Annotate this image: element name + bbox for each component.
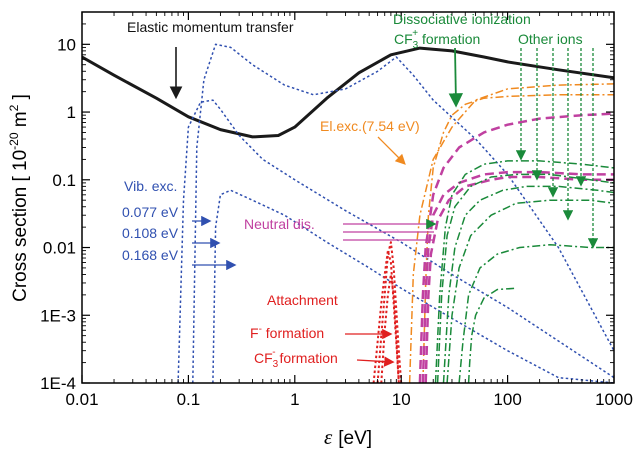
f-neg-label: F- formation [250, 324, 324, 341]
plot-frame [81, 11, 615, 384]
series-line-5 [408, 83, 614, 383]
y-tick-label: 10 [57, 35, 76, 54]
vib-3-label: 0.168 eV [122, 247, 179, 263]
y-tick-label: 1E-3 [40, 306, 76, 325]
vib-1-label: 0.077 eV [122, 204, 179, 220]
series-line-13 [458, 243, 614, 383]
y-tick-label: 0.1 [52, 171, 76, 190]
series-line-9 [434, 160, 614, 383]
vib-title-label: Vib. exc. [124, 178, 177, 194]
series-line-16 [376, 241, 403, 383]
other-ions-label: Other ions [518, 31, 583, 47]
y-axis-label: Cross section [ 10-20 m2 ] [7, 94, 31, 302]
x-tick-label: 10 [392, 390, 411, 409]
series-line-14 [467, 287, 517, 383]
series-line-12 [446, 199, 614, 383]
x-axis-label: ε [eV] [324, 425, 372, 449]
x-tick-label: 0.1 [177, 390, 201, 409]
cf3-pos-arrow [448, 47, 464, 108]
series-line-4 [422, 94, 614, 383]
series-line-2 [192, 43, 614, 383]
series-layer [82, 43, 614, 383]
dissociative-label: Dissociative ionization [393, 11, 531, 27]
y-tick-label: 0.01 [43, 239, 76, 258]
y-tick-label: 1E-4 [40, 374, 76, 393]
el-exc-label: El.exc.(7.54 eV) [320, 118, 420, 134]
series-line-15 [372, 249, 400, 383]
cf3-neg-label: CF3- formation [254, 347, 338, 370]
series-line-3 [212, 189, 614, 383]
x-tick-label: 0.01 [65, 390, 98, 409]
series-line-17 [380, 273, 400, 383]
series-line-11 [442, 185, 614, 383]
cf3-neg-arrow [356, 356, 395, 367]
x-tick-label: 1000 [595, 390, 633, 409]
x-tick-label: 100 [493, 390, 521, 409]
vib-2-label: 0.108 eV [122, 225, 179, 241]
series-line-10 [436, 173, 614, 383]
el-exc-arrow [377, 136, 406, 165]
cf3-pos-label: CF3+ formation [394, 28, 480, 51]
annotation-arrows [169, 47, 599, 367]
series-line-6 [418, 112, 614, 383]
y-tick-label: 1 [67, 103, 76, 122]
series-line-0 [82, 46, 614, 139]
attachment-label: Attachment [267, 292, 338, 308]
series-line-8 [424, 175, 614, 383]
elastic-label: Elastic momentum transfer [127, 19, 294, 35]
neutral-label: Neutral dis. [244, 216, 315, 232]
other-ions-arrows [515, 48, 599, 249]
x-tick-label: 1 [290, 390, 299, 409]
